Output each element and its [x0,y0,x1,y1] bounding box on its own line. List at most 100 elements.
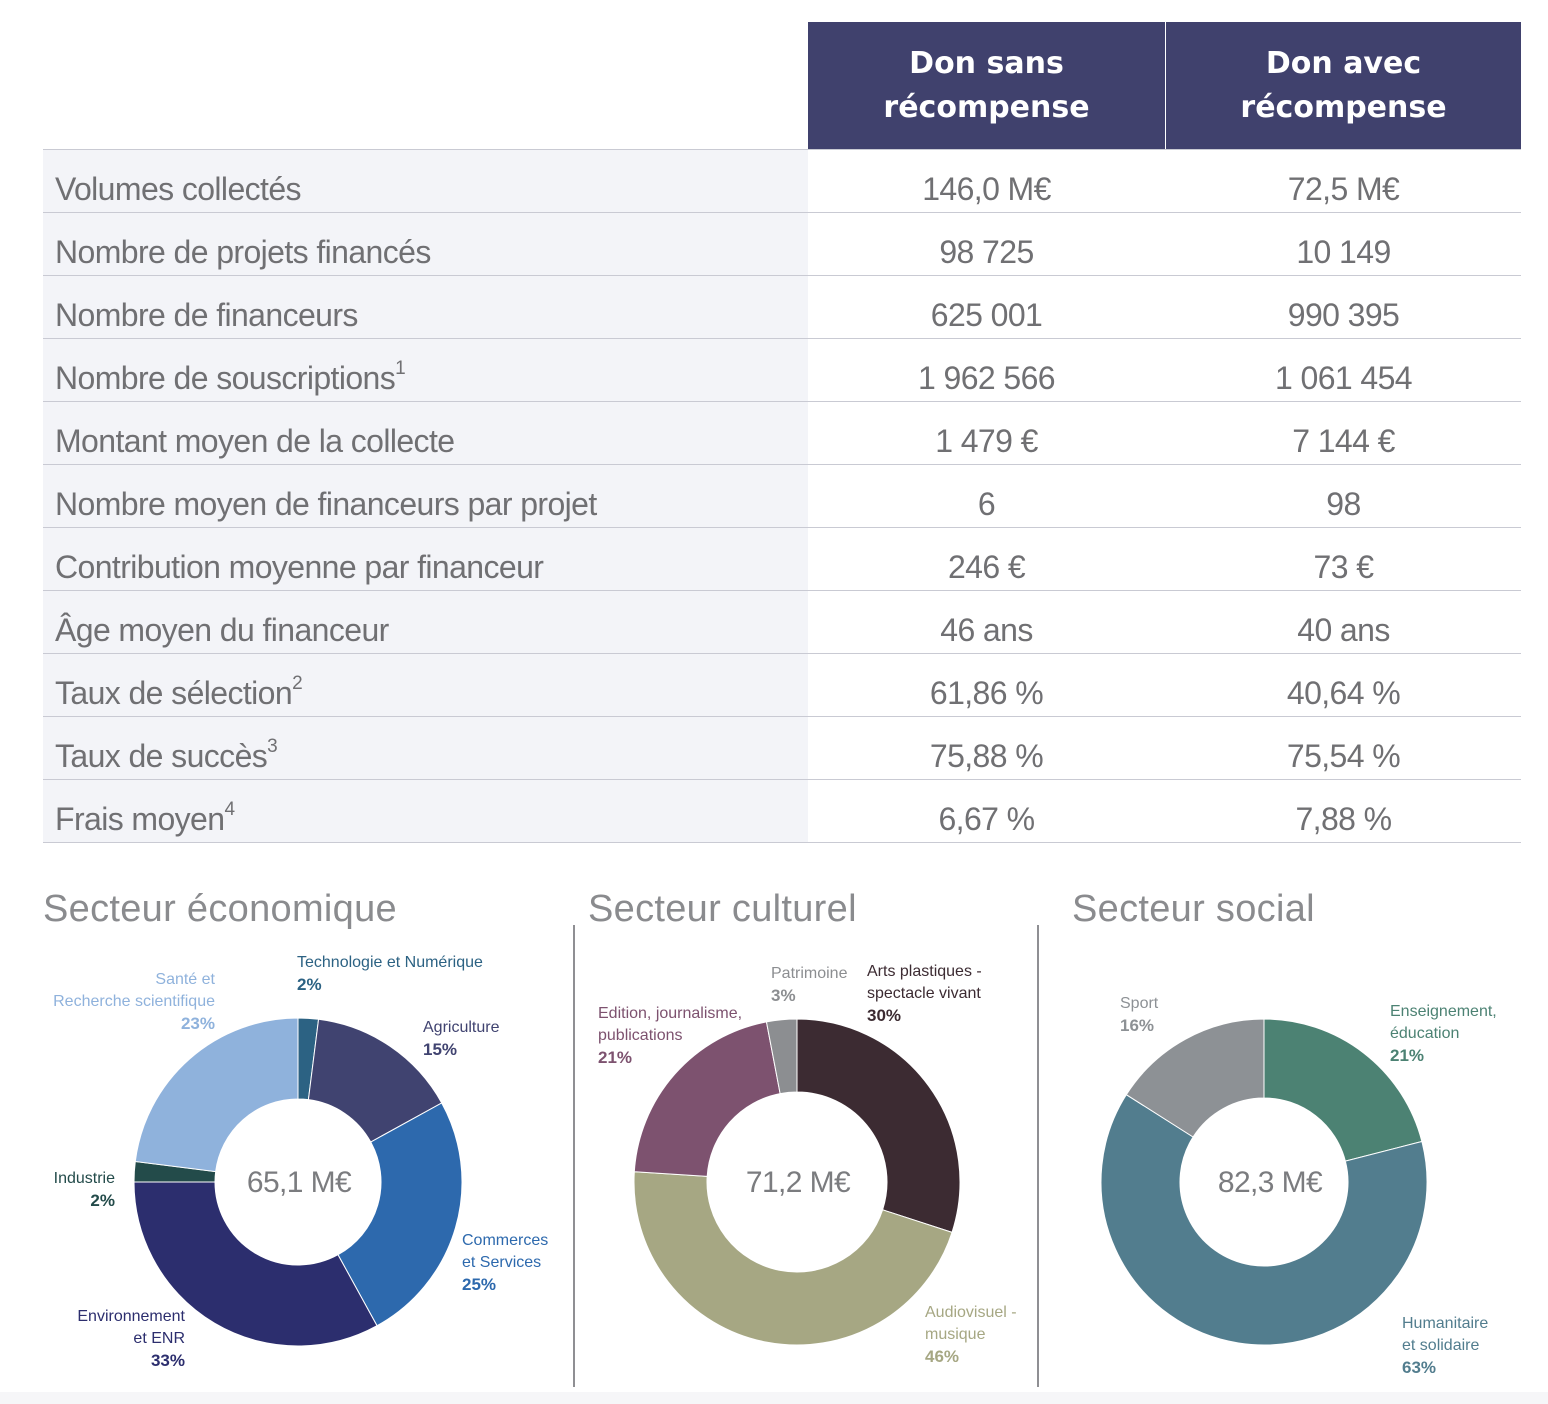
header-don-avec-recompense: Don avec récompense [1166,22,1521,149]
label-text: Audiovisuel - [925,1304,1017,1321]
label-text: publications [598,1027,683,1044]
value-don-avec-recompense: 75,54 % [1286,738,1401,774]
label-pct: 30% [867,1006,902,1025]
label-pct: 16% [1120,1016,1155,1035]
label-commerces: Commerces et Services 25% [462,1230,548,1296]
label-text: Environnement [77,1308,185,1325]
footnote-ref: 1 [395,358,406,379]
label-text: Industrie [53,1170,115,1187]
donut-slice [765,1018,798,1095]
row-label: Nombre de projets financés [43,213,808,275]
donut-slice [134,1017,299,1173]
label-text: Patrimoine [771,965,848,982]
row-label-text: Nombre de souscriptions [55,360,396,396]
table-row: Nombre de souscriptions1 1 962 566 1 061 4… [43,338,1521,401]
chart-divider [573,925,575,1387]
donut-social [1100,1018,1428,1346]
value-don-avec-recompense: 7 144 € [1292,423,1395,459]
label-text: musique [925,1326,986,1343]
row-label: Nombre de souscriptions1 [43,339,808,401]
table-header: Don sans récompense Don avec récompense [43,22,1521,149]
table-row: Nombre moyen de financeurs par projet 6 98 [43,464,1521,527]
value-don-avec-recompense: 1 061 454 [1275,360,1413,396]
label-agriculture: Agriculture 15% [423,1017,499,1061]
row-label-text: Nombre moyen de financeurs par projet [55,486,597,522]
table-row: Volumes collectés 146,0 M€ 72,5 M€ [43,149,1521,212]
label-pct: 63% [1402,1358,1437,1377]
row-label: Nombre moyen de financeurs par projet [43,465,808,527]
label-pct: 21% [598,1048,633,1067]
comparison-table: Don sans récompense Don avec récompense … [43,22,1521,843]
label-text: et ENR [133,1330,185,1347]
value-don-avec-recompense: 73 € [1313,549,1374,585]
chart-title-social: Secteur social [1072,888,1315,930]
table-row: Frais moyen4 6,67 % 7,88 % [43,779,1521,843]
row-label: Taux de succès3 [43,717,808,779]
row-label: Âge moyen du financeur [43,591,808,653]
label-pct: 33% [150,1351,185,1370]
value-don-avec-recompense: 40,64 % [1286,675,1401,711]
row-label: Frais moyen4 [43,780,808,842]
donut-slice [337,1102,463,1327]
value-don-sans-recompense: 6,67 % [938,801,1035,837]
header-don-sans-recompense: Don sans récompense [808,22,1165,149]
label-edition: Edition, journalisme, publications 21% [598,1003,742,1069]
donut-slice [1125,1018,1265,1138]
value-don-sans-recompense: 1 479 € [935,423,1038,459]
label-industrie: Industrie 2% [54,1168,115,1212]
row-label: Nombre de financeurs [43,276,808,338]
donut-slice [1263,1018,1423,1162]
row-label: Montant moyen de la collecte [43,402,808,464]
row-label-text: Taux de succès [55,738,268,774]
label-pct: 46% [925,1347,960,1366]
bottom-band [0,1392,1548,1404]
row-label-text: Nombre de financeurs [55,297,358,333]
footnote-ref: 4 [224,799,235,820]
label-technologie: Technologie et Numérique 2% [297,952,483,996]
row-label-text: Contribution moyenne par financeur [55,549,544,585]
donut-economique [133,1017,463,1347]
donut-total-economique: 65,1 M€ [247,1166,352,1199]
value-don-avec-recompense: 7,88 % [1295,801,1392,837]
value-don-sans-recompense: 246 € [947,549,1026,585]
value-don-sans-recompense: 6 [977,486,996,522]
footnote-ref: 2 [292,673,303,694]
value-don-sans-recompense: 146,0 M€ [922,171,1051,207]
label-text: Enseignement, [1390,1003,1497,1020]
donut-slice [1100,1093,1428,1346]
label-text: Arts plastiques - [867,963,982,980]
label-text: Recherche scientifique [53,993,215,1010]
value-don-sans-recompense: 625 001 [930,297,1043,333]
value-don-sans-recompense: 61,86 % [929,675,1044,711]
label-text: et Services [462,1254,542,1271]
label-text: éducation [1390,1025,1460,1042]
value-don-avec-recompense: 10 149 [1296,234,1391,270]
table-row: Taux de sélection2 61,86 % 40,64 % [43,653,1521,716]
donut-slice [796,1018,961,1234]
label-pct: 15% [423,1040,458,1059]
label-text: spectacle vivant [867,985,981,1002]
table-row: Contribution moyenne par financeur 246 € 7… [43,527,1521,590]
row-label-text: Taux de sélection [55,675,293,711]
value-don-avec-recompense: 40 ans [1297,612,1390,648]
chart-divider [1037,925,1039,1387]
label-text: Santé et [155,971,215,988]
donut-slice [633,1021,781,1177]
label-humanitaire: Humanitaire et solidaire 63% [1402,1313,1488,1379]
value-don-avec-recompense: 990 395 [1287,297,1400,333]
label-text: Agriculture [423,1019,500,1036]
table-row: Nombre de financeurs 625 001 990 395 [43,275,1521,338]
value-don-sans-recompense: 75,88 % [929,738,1044,774]
table-row: Âge moyen du financeur 46 ans 40 ans [43,590,1521,653]
label-arts-plastiques: Arts plastiques - spectacle vivant 30% [867,961,982,1027]
value-don-sans-recompense: 46 ans [940,612,1033,648]
value-don-sans-recompense: 1 962 566 [918,360,1056,396]
label-text: Humanitaire [1402,1315,1489,1332]
row-label: Volumes collectés [43,150,808,212]
label-sport: Sport 16% [1120,993,1158,1037]
label-sante: Santé et Recherche scientifique 23% [53,969,215,1035]
label-patrimoine: Patrimoine 3% [771,963,847,1007]
label-pct: 2% [297,975,322,994]
row-label-text: Volumes collectés [55,171,302,207]
